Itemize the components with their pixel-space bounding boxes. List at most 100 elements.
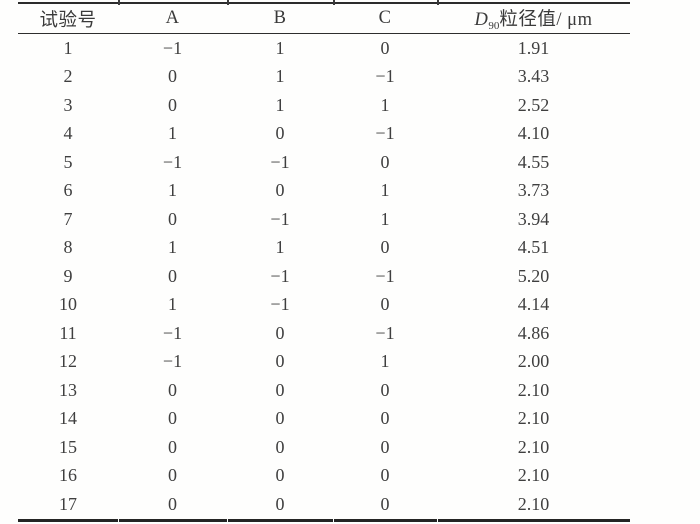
table-row: 5 −1 −1 0 4.55 [18, 148, 630, 177]
cell-d90-value: 2.10 [517, 408, 550, 429]
cell-factor-a: 0 [168, 208, 177, 229]
column-header-d90-particle-size: D90粒径值/ μm [437, 3, 630, 34]
cell-factor-a: 1 [168, 180, 177, 201]
header-row: 试验号 A B C D90粒径值/ μm [18, 3, 630, 34]
cell-factor-c: −1 [375, 123, 395, 144]
cell-d90-value: 3.43 [517, 66, 550, 87]
cell-factor-a: 0 [168, 493, 177, 514]
cell-factor-b: −1 [270, 265, 290, 286]
table-row: 11 −1 0 −1 4.86 [18, 319, 630, 348]
table-row: 13 0 0 0 2.10 [18, 376, 630, 405]
cell-factor-c: 0 [380, 37, 390, 58]
cell-factor-c: 1 [380, 180, 390, 201]
cell-d90-value: 2.52 [517, 94, 550, 115]
cell-run-number: 16 [59, 465, 77, 486]
cell-factor-b: 0 [275, 465, 285, 486]
cell-run-number: 1 [63, 37, 73, 58]
cell-factor-c: 0 [380, 493, 390, 514]
column-header-factor-b: B [227, 3, 333, 34]
cell-factor-a: 0 [168, 265, 177, 286]
cell-factor-c: 1 [380, 208, 390, 229]
d90-unit-label: 粒径值/ μm [499, 10, 593, 30]
cell-factor-b: −1 [270, 208, 290, 229]
cell-d90-value: 1.91 [517, 37, 550, 58]
table-row: 15 0 0 0 2.10 [18, 433, 630, 462]
cell-run-number: 7 [63, 208, 73, 229]
cell-factor-b: 0 [275, 123, 285, 144]
cell-factor-b: −1 [270, 294, 290, 315]
cell-d90-value: 4.55 [517, 151, 550, 172]
cell-d90-value: 3.94 [517, 208, 550, 229]
cell-factor-c: 0 [380, 465, 390, 486]
cell-d90-value: 4.51 [517, 237, 550, 258]
cell-d90-value: 2.00 [517, 351, 550, 372]
cell-factor-b: 1 [275, 37, 285, 58]
cell-run-number: 13 [59, 379, 77, 400]
cell-d90-value: 2.10 [517, 379, 550, 400]
cell-factor-b: 0 [275, 351, 285, 372]
cell-d90-value: 2.10 [517, 493, 550, 514]
column-boundary-tick [118, 0, 120, 5]
cell-factor-c: 0 [380, 151, 390, 172]
table-row: 3 0 1 1 2.52 [18, 91, 630, 120]
cell-factor-c: 0 [380, 379, 390, 400]
cell-run-number: 17 [59, 493, 77, 514]
table-row: 17 0 0 0 2.10 [18, 490, 630, 520]
table-header: 试验号 A B C D90粒径值/ μm [18, 3, 630, 34]
cell-factor-c: 1 [380, 351, 390, 372]
cell-d90-value: 4.86 [517, 322, 550, 343]
table-row: 8 1 1 0 4.51 [18, 234, 630, 263]
cell-factor-a: −1 [162, 37, 183, 58]
cell-factor-a: 0 [168, 465, 177, 486]
cell-run-number: 10 [59, 294, 77, 315]
cell-factor-c: 0 [380, 237, 390, 258]
cell-run-number: 8 [63, 237, 73, 258]
table-body: 1 −1 1 0 1.91 2 0 1 −1 3.43 3 0 1 1 2.52… [18, 34, 630, 521]
cell-run-number: 6 [63, 180, 73, 201]
cell-factor-a: 0 [168, 94, 177, 115]
cell-run-number: 9 [63, 265, 73, 286]
cell-factor-c: −1 [375, 265, 395, 286]
cell-run-number: 2 [63, 66, 73, 87]
cell-factor-b: 0 [275, 322, 285, 343]
table-row: 14 0 0 0 2.10 [18, 405, 630, 434]
cell-factor-a: 0 [168, 436, 177, 457]
column-boundary-tick [333, 0, 335, 5]
cell-run-number: 11 [59, 322, 77, 343]
cell-run-number: 12 [59, 351, 77, 372]
bottom-rule-break [118, 519, 120, 524]
cell-factor-a: −1 [162, 351, 183, 372]
table-row: 4 1 0 −1 4.10 [18, 120, 630, 149]
d90-symbol: D [474, 10, 489, 30]
cell-factor-a: 1 [168, 237, 177, 258]
cell-factor-c: −1 [375, 322, 395, 343]
cell-factor-a: −1 [162, 151, 183, 172]
cell-factor-b: 0 [275, 408, 285, 429]
cell-d90-value: 3.73 [517, 180, 550, 201]
table-row: 2 0 1 −1 3.43 [18, 63, 630, 92]
column-boundary-tick [437, 0, 439, 5]
cell-factor-c: 1 [380, 94, 390, 115]
cell-factor-c: 0 [380, 294, 390, 315]
cell-factor-b: 0 [275, 436, 285, 457]
cell-factor-c: −1 [375, 66, 395, 87]
table-row: 1 −1 1 0 1.91 [18, 34, 630, 63]
bottom-rule-break [333, 519, 335, 524]
d90-subscript: 90 [488, 20, 500, 32]
cell-run-number: 5 [63, 151, 73, 172]
cell-factor-b: −1 [270, 151, 290, 172]
cell-run-number: 3 [63, 94, 73, 115]
bottom-rule-break [437, 519, 439, 524]
cell-factor-a: 1 [168, 294, 177, 315]
table-row: 16 0 0 0 2.10 [18, 462, 630, 491]
cell-d90-value: 4.10 [517, 123, 550, 144]
cell-factor-b: 1 [275, 237, 285, 258]
cell-d90-value: 5.20 [517, 265, 550, 286]
table-row: 10 1 −1 0 4.14 [18, 291, 630, 320]
cell-factor-b: 0 [275, 379, 285, 400]
cell-factor-a: 1 [168, 123, 177, 144]
bottom-rule-break [227, 519, 229, 524]
cell-d90-value: 2.10 [517, 465, 550, 486]
cell-factor-a: 0 [168, 379, 177, 400]
